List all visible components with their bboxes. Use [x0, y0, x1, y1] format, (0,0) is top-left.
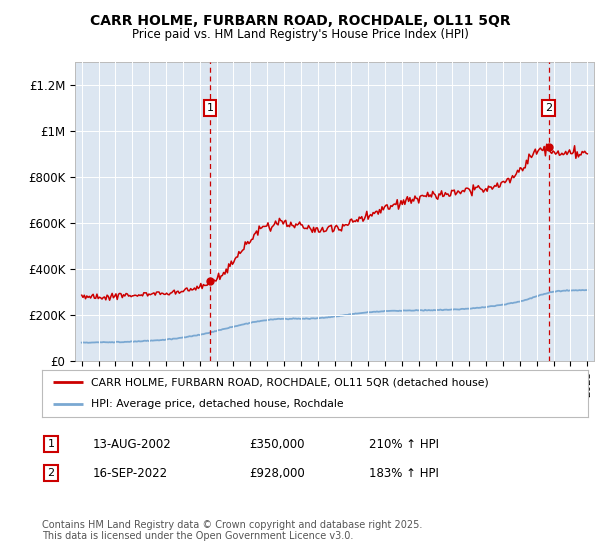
Text: £928,000: £928,000 — [249, 466, 305, 480]
Text: 183% ↑ HPI: 183% ↑ HPI — [369, 466, 439, 480]
Text: 13-AUG-2002: 13-AUG-2002 — [93, 437, 172, 451]
Text: HPI: Average price, detached house, Rochdale: HPI: Average price, detached house, Roch… — [91, 399, 344, 409]
Text: £350,000: £350,000 — [249, 437, 305, 451]
Text: CARR HOLME, FURBARN ROAD, ROCHDALE, OL11 5QR (detached house): CARR HOLME, FURBARN ROAD, ROCHDALE, OL11… — [91, 377, 489, 388]
Text: 2: 2 — [545, 103, 552, 113]
Text: Price paid vs. HM Land Registry's House Price Index (HPI): Price paid vs. HM Land Registry's House … — [131, 28, 469, 41]
Text: 210% ↑ HPI: 210% ↑ HPI — [369, 437, 439, 451]
Text: 2: 2 — [47, 468, 55, 478]
Text: 16-SEP-2022: 16-SEP-2022 — [93, 466, 168, 480]
Text: 1: 1 — [47, 439, 55, 449]
Text: 1: 1 — [206, 103, 214, 113]
Text: Contains HM Land Registry data © Crown copyright and database right 2025.
This d: Contains HM Land Registry data © Crown c… — [42, 520, 422, 542]
Text: CARR HOLME, FURBARN ROAD, ROCHDALE, OL11 5QR: CARR HOLME, FURBARN ROAD, ROCHDALE, OL11… — [89, 14, 511, 28]
